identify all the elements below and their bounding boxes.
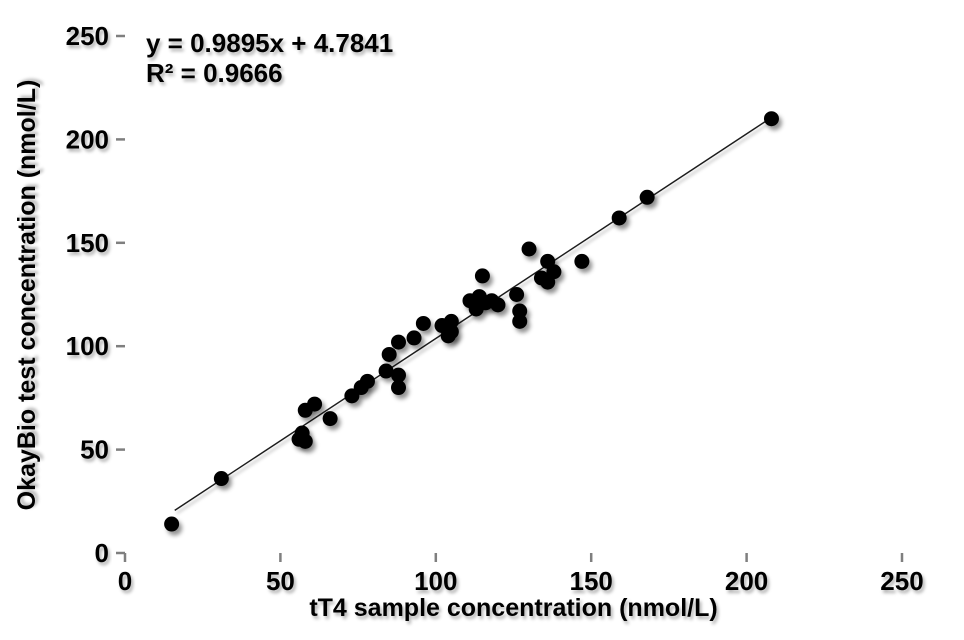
x-tick-label: 250: [880, 566, 923, 596]
data-point: [512, 303, 528, 319]
data-point: [359, 373, 375, 389]
data-point: [391, 334, 407, 350]
data-point: [763, 111, 779, 127]
trendline-equation-block: y = 0.9895x + 4.7841 R² = 0.9666: [146, 28, 393, 88]
data-point: [443, 324, 459, 340]
y-tick-label: 250: [66, 21, 109, 51]
data-point: [512, 313, 528, 329]
data-point: [322, 411, 338, 427]
y-axis-title: OkayBio test concentration (nmol/L): [13, 79, 41, 511]
data-point: [391, 380, 407, 396]
x-axis-title: tT4 sample concentration (nmol/L): [309, 594, 718, 622]
x-tick-label: 150: [570, 566, 613, 596]
r-squared-value: R² = 0.9666: [146, 58, 283, 88]
data-point: [546, 264, 562, 280]
x-tick-label: 200: [725, 566, 768, 596]
data-point: [381, 346, 397, 362]
data-point: [474, 268, 490, 284]
data-point: [406, 330, 422, 346]
data-point: [639, 189, 655, 205]
data-point: [415, 315, 431, 331]
y-tick-label: 0: [95, 538, 109, 568]
data-point: [378, 363, 394, 379]
y-tick-label: 150: [66, 228, 109, 258]
data-point: [490, 297, 506, 313]
data-point: [521, 241, 537, 257]
data-point: [611, 210, 627, 226]
x-tick-label: 100: [414, 566, 457, 596]
data-point: [297, 433, 313, 449]
data-point: [574, 253, 590, 269]
x-tick-label: 50: [266, 566, 295, 596]
data-point: [391, 367, 407, 383]
data-point: [509, 287, 525, 302]
data-point: [164, 516, 180, 532]
y-tick-label: 50: [80, 435, 109, 465]
x-tick-label: 0: [118, 566, 132, 596]
data-point: [307, 396, 323, 412]
data-point: [443, 313, 459, 329]
trendline-equation: y = 0.9895x + 4.7841: [146, 28, 394, 58]
y-tick-label: 200: [66, 124, 109, 154]
y-tick-label: 100: [66, 331, 109, 361]
data-point: [213, 471, 229, 487]
